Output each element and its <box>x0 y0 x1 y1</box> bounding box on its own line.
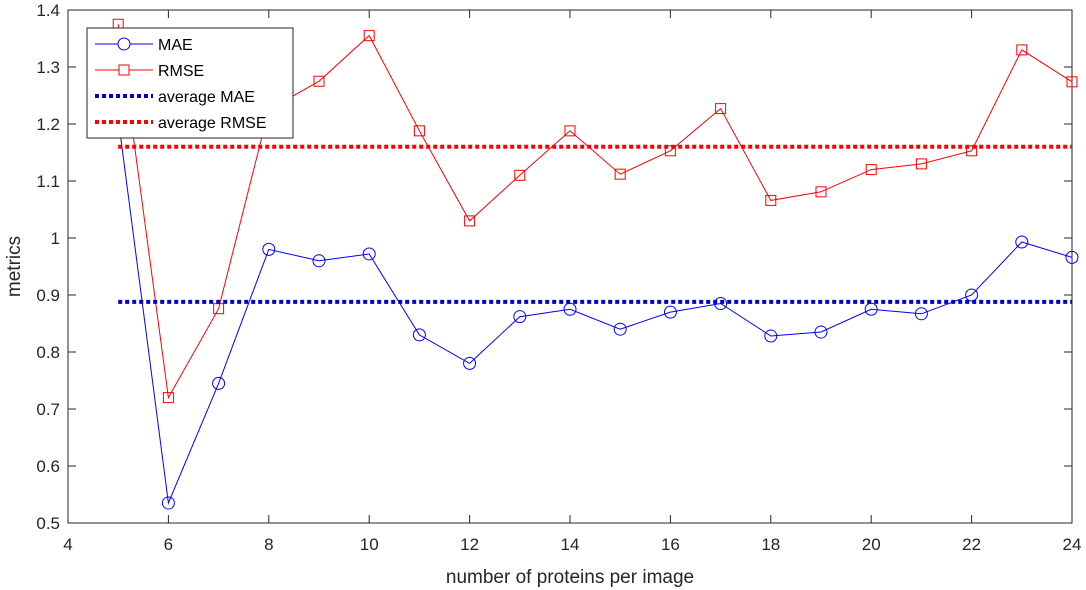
x-tick-label: 14 <box>561 535 580 554</box>
data-point <box>162 392 174 404</box>
data-point <box>764 329 778 343</box>
x-tick-label: 4 <box>63 535 72 554</box>
data-point <box>663 305 677 319</box>
data-point <box>613 322 627 336</box>
legend-entry-average-mae: average MAE <box>95 89 255 106</box>
y-tick-label: 1 <box>51 229 60 248</box>
data-point <box>814 325 828 339</box>
data-point <box>614 168 626 180</box>
data-point <box>1066 76 1078 88</box>
data-point <box>212 376 226 390</box>
data-point <box>413 125 425 137</box>
x-tick-label: 22 <box>962 535 981 554</box>
data-point <box>715 103 727 115</box>
legend-marker <box>117 37 131 51</box>
y-tick-label: 0.5 <box>36 514 60 533</box>
data-point <box>966 145 978 157</box>
series-line-mae <box>117 118 1073 505</box>
legend-label: RMSE <box>158 63 204 80</box>
data-point <box>1065 250 1079 264</box>
legend-label: MAE <box>158 37 193 54</box>
y-axis-label: metrics <box>4 236 25 297</box>
x-tick-label: 18 <box>761 535 780 554</box>
series-layer <box>111 18 1079 510</box>
y-tick-label: 0.7 <box>36 400 60 419</box>
legend-entry-average-rmse: average RMSE <box>95 115 267 132</box>
data-point <box>865 164 877 176</box>
x-tick-label: 12 <box>460 535 479 554</box>
y-tick-label: 0.6 <box>36 457 60 476</box>
data-point <box>412 328 426 342</box>
data-point <box>965 288 979 302</box>
x-tick-label: 24 <box>1063 535 1082 554</box>
data-point <box>514 169 526 181</box>
data-point <box>463 356 477 370</box>
x-tick-label: 6 <box>164 535 173 554</box>
legend: MAE RMSE average MAE average RMSE <box>86 27 294 139</box>
data-point <box>765 194 777 206</box>
data-point <box>513 310 527 324</box>
data-point <box>914 307 928 321</box>
data-point <box>1015 235 1029 249</box>
data-point <box>915 158 927 170</box>
legend-label: average RMSE <box>158 115 267 132</box>
y-tick-label: 0.8 <box>36 343 60 362</box>
y-tick-label: 0.9 <box>36 286 60 305</box>
x-tick-label: 20 <box>862 535 881 554</box>
legend-entry-rmse: RMSE <box>95 63 204 80</box>
x-tick-label: 8 <box>264 535 273 554</box>
legend-marker <box>118 64 130 76</box>
y-tick-label: 1.4 <box>36 1 60 20</box>
data-point <box>363 30 375 42</box>
y-tick-label: 1.1 <box>36 172 60 191</box>
x-tick-label: 10 <box>360 535 379 554</box>
data-point <box>262 242 276 256</box>
x-tick-label: 16 <box>661 535 680 554</box>
legend-label: average MAE <box>158 89 255 106</box>
data-point <box>313 75 325 87</box>
y-tick-label: 1.3 <box>36 58 60 77</box>
axis-ticks: 4 6 8 10 12 14 16 18 20 22 24 0.5 0.6 0.7 0.8 0.9 1 1.1 1.… <box>36 1 1081 554</box>
x-axis-label: number of proteins per image <box>446 567 694 588</box>
legend-entry-mae: MAE <box>95 37 193 54</box>
data-point <box>312 254 326 268</box>
data-point <box>564 125 576 137</box>
data-point <box>464 215 476 227</box>
data-point <box>664 145 676 157</box>
data-point <box>161 496 175 510</box>
series-mae <box>111 111 1079 510</box>
data-point <box>1016 44 1028 56</box>
data-point <box>864 302 878 316</box>
y-tick-label: 1.2 <box>36 115 60 134</box>
data-point <box>815 186 827 198</box>
data-point <box>362 247 376 261</box>
